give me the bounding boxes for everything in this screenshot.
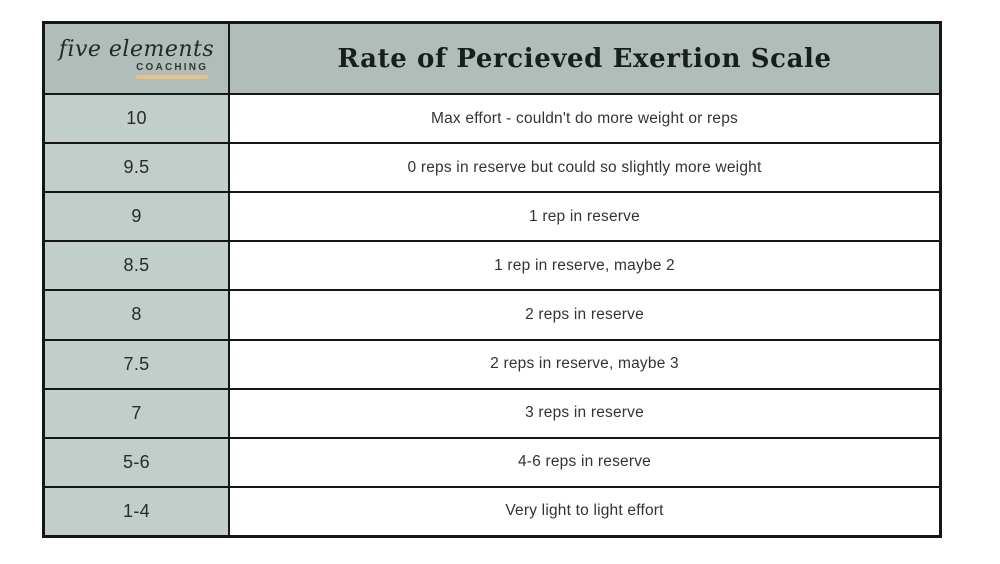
rpe-description-cell: 2 reps in reserve, maybe 3 bbox=[230, 340, 939, 388]
rpe-description-cell: Very light to light effort bbox=[230, 487, 939, 535]
rpe-description-cell: 1 rep in reserve, maybe 2 bbox=[230, 242, 939, 290]
rpe-value-cell: 8 bbox=[45, 291, 228, 339]
rpe-value-cell: 5-6 bbox=[45, 438, 228, 486]
brand-subtitle: COACHING bbox=[136, 62, 209, 74]
table-header: Rate of Percieved Exertion Scale bbox=[230, 24, 939, 93]
brand-subtitle-wrap: COACHING bbox=[136, 61, 209, 80]
brand-name: five elements bbox=[58, 36, 215, 62]
brand-block: five elements COACHING bbox=[58, 36, 215, 80]
rpe-value-cell: 1-4 bbox=[45, 487, 228, 535]
rpe-value-cell: 8.5 bbox=[45, 242, 228, 290]
rpe-table: five elements COACHING Rate of Percieved… bbox=[42, 21, 942, 538]
rpe-description-cell: 3 reps in reserve bbox=[230, 389, 939, 437]
brand-underline-accent bbox=[136, 75, 209, 80]
rpe-value-cell: 7 bbox=[45, 389, 228, 437]
rpe-description-cell: 2 reps in reserve bbox=[230, 291, 939, 339]
rpe-value-cell: 10 bbox=[45, 95, 228, 143]
rpe-value-cell: 9.5 bbox=[45, 144, 228, 192]
rpe-value-cell: 7.5 bbox=[45, 340, 228, 388]
rpe-description-cell: 0 reps in reserve but could so slightly … bbox=[230, 144, 939, 192]
rpe-description-cell: Max effort - couldn't do more weight or … bbox=[230, 95, 939, 143]
rpe-description-cell: 1 rep in reserve bbox=[230, 193, 939, 241]
rpe-description-cell: 4-6 reps in reserve bbox=[230, 438, 939, 486]
brand-logo: five elements COACHING bbox=[45, 24, 228, 93]
page-title: Rate of Percieved Exertion Scale bbox=[337, 43, 832, 74]
rpe-value-cell: 9 bbox=[45, 193, 228, 241]
